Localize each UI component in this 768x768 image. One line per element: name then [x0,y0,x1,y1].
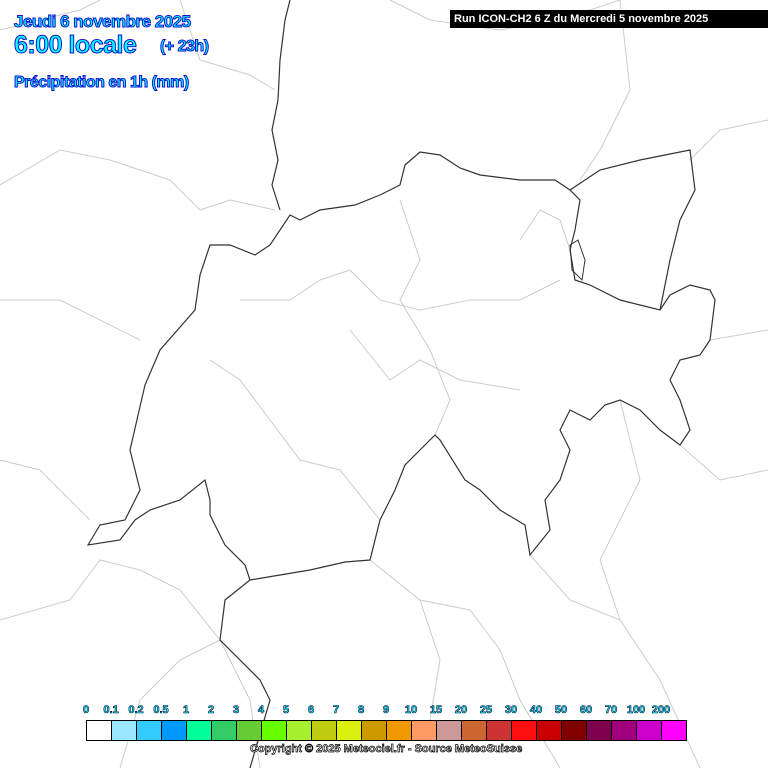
legend-swatch [462,721,487,740]
legend-swatch [312,721,337,740]
legend-label: 4 [257,704,265,717]
legend-label: 40 [529,704,543,717]
legend-swatch [137,721,162,740]
legend-label: 1 [182,704,190,717]
legend-label: 0 [82,704,90,717]
legend-label: 10 [404,704,418,717]
swiss-border [86,151,716,581]
legend-label: 0.2 [128,704,144,717]
legend-swatch [412,721,437,740]
color-legend [86,720,687,741]
legend-swatch [662,721,686,740]
forecast-time: 6:00 locale [13,31,137,60]
legend-label: 8 [357,704,365,717]
legend-swatch [112,721,137,740]
legend-swatch [487,721,512,740]
legend-swatch [587,721,612,740]
legend-swatch [612,721,637,740]
parameter-title: Précipitation en 1h (mm) [14,74,190,92]
legend-swatch [537,721,562,740]
legend-swatch [437,721,462,740]
legend-swatch [262,721,287,740]
legend-swatch [512,721,537,740]
legend-label: 200 [651,704,671,717]
forecast-date: Jeudi 6 novembre 2025 [14,12,192,32]
legend-label: 20 [454,704,468,717]
legend-label: 3 [232,704,240,717]
legend-label: 15 [429,704,443,717]
legend-label: 2 [207,704,215,717]
legend-swatch [637,721,662,740]
legend-label: 30 [504,704,518,717]
legend-label: 100 [626,704,646,717]
legend-label: 70 [604,704,618,717]
legend-swatch [387,721,412,740]
legend-label: 50 [554,704,568,717]
run-info: Run ICON-CH2 6 Z du Mercredi 5 novembre … [450,10,768,28]
legend-swatch [562,721,587,740]
legend-swatch [337,721,362,740]
legend-swatch [87,721,112,740]
italy-border [219,579,271,768]
copyright: Copyright © 2025 Meteociel.fr - Source M… [250,743,523,756]
legend-label: 0.1 [103,704,119,717]
legend-label: 9 [382,704,390,717]
legend-swatch [162,721,187,740]
legend-swatch [212,721,237,740]
legend-label: 5 [282,704,290,717]
legend-label: 7 [332,704,340,717]
legend-label: 6 [307,704,315,717]
legend-label: 60 [579,704,593,717]
legend-swatch [287,721,312,740]
forecast-lead-time: (+ 23h) [160,38,210,56]
legend-swatch [362,721,387,740]
legend-labels: 0 0.1 0.2 0.5 1 2 3 4 5 6 7 8 9 10 15 20 25 30 40 50 60 70 100… [80,704,700,718]
legend-label: 0.5 [153,704,169,717]
legend-label: 25 [479,704,493,717]
liechtenstein [569,239,586,282]
france-germany-border [271,0,291,211]
legend-swatch [187,721,212,740]
legend-swatch [237,721,262,740]
austria-border [569,149,696,311]
